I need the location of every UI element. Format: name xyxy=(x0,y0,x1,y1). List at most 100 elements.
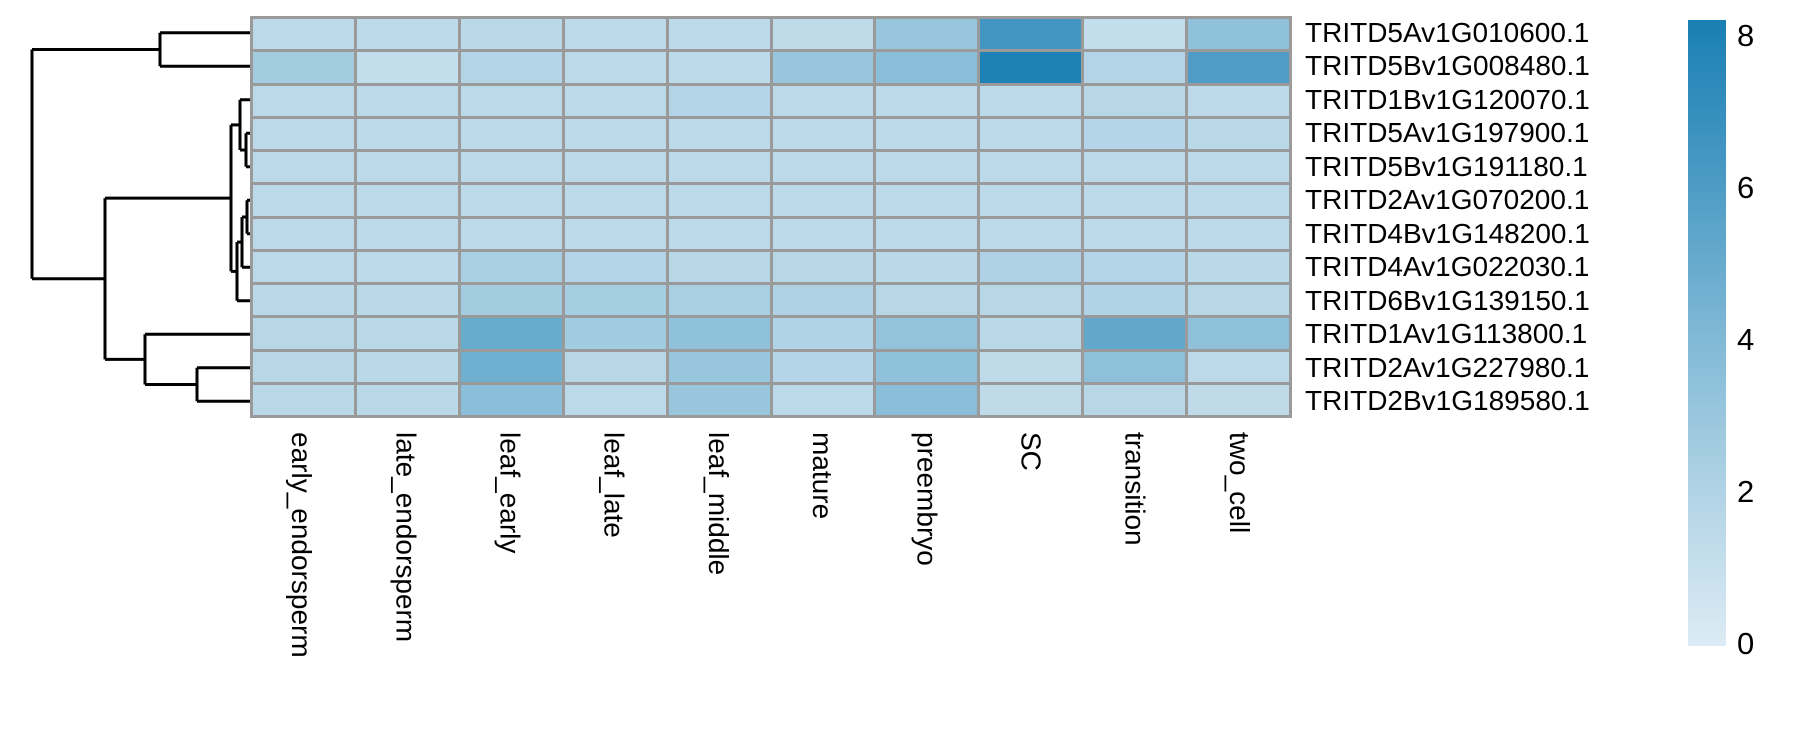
heatmap-cell xyxy=(356,251,458,282)
heatmap-cell xyxy=(564,285,666,316)
heatmap-cell xyxy=(668,19,770,50)
heatmap-cell xyxy=(772,118,874,149)
heatmap-cell xyxy=(564,152,666,183)
heatmap-cell xyxy=(1084,384,1186,415)
heatmap-cell xyxy=(668,85,770,116)
colorbar-tick-label: 2 xyxy=(1737,474,1755,509)
heatmap-cell xyxy=(772,285,874,316)
heatmap-cell xyxy=(564,318,666,349)
heatmap-cell xyxy=(668,118,770,149)
row-label: TRITD1Bv1G120070.1 xyxy=(1305,83,1590,115)
colorbar-gradient xyxy=(1688,20,1726,646)
heatmap-cell xyxy=(772,384,874,415)
column-label: two_cell xyxy=(1223,432,1255,534)
heatmap-cell xyxy=(460,152,562,183)
heatmap-cell xyxy=(460,384,562,415)
column-label: leaf_late xyxy=(598,432,630,538)
heatmap-cell xyxy=(253,318,354,349)
heatmap-cell xyxy=(980,52,1082,83)
heatmap-cell xyxy=(772,85,874,116)
row-label: TRITD2Av1G227980.1 xyxy=(1305,351,1590,383)
row-dendrogram xyxy=(30,31,250,403)
heatmap-cell xyxy=(980,318,1082,349)
heatmap-cell xyxy=(668,318,770,349)
heatmap-cell xyxy=(980,351,1082,382)
column-label: preembryo xyxy=(911,432,943,566)
colorbar-tick-label: 8 xyxy=(1737,18,1755,53)
heatmap-cell xyxy=(1188,19,1289,50)
heatmap-cell xyxy=(668,152,770,183)
row-label: TRITD4Bv1G148200.1 xyxy=(1305,217,1590,249)
heatmap-cell xyxy=(980,218,1082,249)
heatmap-cell xyxy=(1188,218,1289,249)
heatmap-cell xyxy=(460,351,562,382)
heatmap-cell xyxy=(1084,185,1186,216)
heatmap-cell xyxy=(460,52,562,83)
heatmap-cell xyxy=(876,351,978,382)
heatmap-cell xyxy=(980,118,1082,149)
heatmap-cell xyxy=(564,218,666,249)
heatmap-cell xyxy=(253,19,354,50)
heatmap-cell xyxy=(1084,251,1186,282)
row-label: TRITD1Av1G113800.1 xyxy=(1305,318,1588,350)
row-label: TRITD5Bv1G191180.1 xyxy=(1305,150,1588,182)
heatmap-cell xyxy=(876,218,978,249)
row-label: TRITD5Av1G197900.1 xyxy=(1305,117,1590,149)
heatmap-cell xyxy=(1188,152,1289,183)
heatmap-cell xyxy=(876,318,978,349)
heatmap-cell xyxy=(1084,318,1186,349)
heatmap-cell xyxy=(668,285,770,316)
column-label: mature xyxy=(807,432,839,520)
heatmap-cell xyxy=(1084,218,1186,249)
heatmap-cell xyxy=(980,85,1082,116)
heatmap-cell xyxy=(772,52,874,83)
heatmap-cell xyxy=(1084,19,1186,50)
colorbar-tick-label: 4 xyxy=(1737,322,1755,357)
heatmap-cell xyxy=(876,85,978,116)
heatmap-cell xyxy=(772,152,874,183)
heatmap-cell xyxy=(564,185,666,216)
heatmap-cell xyxy=(564,384,666,415)
heatmap-cell xyxy=(876,185,978,216)
heatmap-cell xyxy=(1188,85,1289,116)
heatmap-cell xyxy=(1084,85,1186,116)
heatmap-cell xyxy=(460,218,562,249)
heatmap-cell xyxy=(1084,152,1186,183)
heatmap-cell xyxy=(772,185,874,216)
heatmap-cell xyxy=(668,384,770,415)
heatmap-cell xyxy=(876,52,978,83)
heatmap-cell xyxy=(876,19,978,50)
colorbar-tick-label: 0 xyxy=(1737,626,1755,661)
column-label: leaf_early xyxy=(494,432,526,554)
heatmap-cell xyxy=(460,285,562,316)
heatmap-cell xyxy=(356,52,458,83)
heatmap-cell xyxy=(253,85,354,116)
heatmap-cell xyxy=(668,185,770,216)
heatmap-cell xyxy=(356,384,458,415)
heatmap-cell xyxy=(564,351,666,382)
heatmap-cell xyxy=(356,185,458,216)
heatmap-cell xyxy=(460,185,562,216)
heatmap-cell xyxy=(253,251,354,282)
heatmap-cell xyxy=(1188,318,1289,349)
heatmap-cell xyxy=(668,351,770,382)
row-label: TRITD5Bv1G008480.1 xyxy=(1305,50,1590,82)
heatmap-cell xyxy=(564,52,666,83)
heatmap-cell xyxy=(564,19,666,50)
heatmap-cell xyxy=(1084,351,1186,382)
heatmap-cell xyxy=(876,118,978,149)
heatmap-cell xyxy=(460,19,562,50)
heatmap-cell xyxy=(1188,351,1289,382)
heatmap-cell xyxy=(253,185,354,216)
heatmap-cell xyxy=(1084,285,1186,316)
column-label: early_endorsperm xyxy=(286,432,318,658)
heatmap-cell xyxy=(980,152,1082,183)
heatmap-cell xyxy=(980,19,1082,50)
heatmap-cell xyxy=(356,218,458,249)
heatmap-cell xyxy=(253,118,354,149)
heatmap-cell xyxy=(564,251,666,282)
heatmap-cell xyxy=(356,118,458,149)
heatmap-cell xyxy=(668,52,770,83)
row-label: TRITD2Av1G070200.1 xyxy=(1305,184,1590,216)
column-label: late_endorsperm xyxy=(390,432,422,643)
